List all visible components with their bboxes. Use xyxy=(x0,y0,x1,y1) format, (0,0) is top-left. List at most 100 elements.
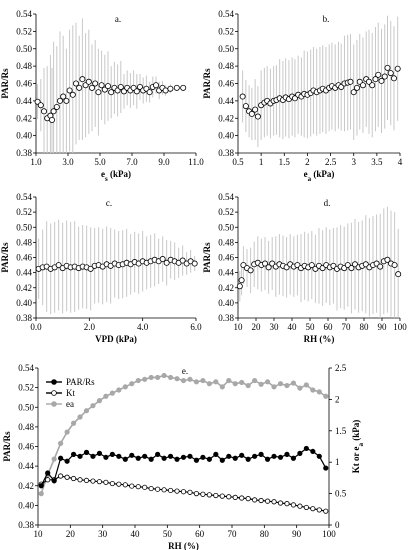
series-point-Kt xyxy=(213,492,219,499)
y-tick-label: 0.40 xyxy=(218,298,234,308)
legend-marker xyxy=(51,379,57,385)
x-tick-label: 0.0 xyxy=(30,322,42,332)
series-point-PAR-Rs xyxy=(303,445,309,452)
series-point-PAR-Rs xyxy=(135,455,141,461)
series-point-Kt xyxy=(187,489,193,495)
x-tick-label: 50 xyxy=(306,322,316,332)
y-tick-label: 0.48 xyxy=(16,61,32,71)
y-tick-label: 0.46 xyxy=(218,79,234,89)
data-point xyxy=(359,82,366,89)
data-point xyxy=(384,64,391,71)
series-point-ea xyxy=(174,376,180,382)
y-tick-label: 0.38 xyxy=(16,148,32,158)
series-point-Kt xyxy=(116,481,122,487)
series-point-Kt xyxy=(193,490,200,497)
x-tick-label: 2 xyxy=(305,157,310,167)
data-point xyxy=(55,262,62,269)
data-point xyxy=(167,85,174,92)
y-tick-label: 0.40 xyxy=(16,298,32,308)
data-point xyxy=(50,108,57,115)
series-point-PAR-Rs xyxy=(200,454,206,460)
series-point-Kt xyxy=(155,486,161,492)
series-point-Kt xyxy=(129,483,135,489)
series-point-ea xyxy=(316,389,322,395)
series-point-ea xyxy=(284,382,290,389)
x-tick-label: 80 xyxy=(260,529,270,539)
series-point-ea xyxy=(258,381,264,387)
series-point-ea xyxy=(135,377,141,384)
series-point-ea xyxy=(122,384,128,390)
series-point-PAR-Rs xyxy=(277,454,284,460)
series-point-ea xyxy=(51,456,57,462)
series-point-Kt xyxy=(226,494,232,500)
series-point-Kt xyxy=(90,478,96,484)
series-point-ea xyxy=(103,393,109,399)
series-point-PAR-Rs xyxy=(323,465,329,471)
data-point xyxy=(261,260,268,267)
y-axis-right-label: Kt or ea (kPa) xyxy=(351,420,365,474)
series-point-PAR-Rs xyxy=(103,454,109,460)
x-tick-label: 70 xyxy=(342,322,352,332)
data-point xyxy=(390,75,397,82)
series-point-Kt xyxy=(310,506,316,512)
series-point-ea xyxy=(310,387,316,393)
legend-marker xyxy=(51,390,57,396)
y-tick-label: 0.44 xyxy=(218,96,234,106)
x-tick-label: 0.5 xyxy=(232,157,244,167)
series-point-PAR-Rs xyxy=(155,451,161,457)
series-point-Kt xyxy=(239,495,245,501)
x-tick-label: 9.0 xyxy=(158,157,170,167)
data-point xyxy=(191,260,198,267)
series-point-PAR-Rs xyxy=(245,456,251,462)
series-point-ea xyxy=(77,414,83,420)
series-point-PAR-Rs xyxy=(290,455,297,461)
data-point xyxy=(98,82,105,89)
y-tick-label: 0.52 xyxy=(18,383,34,393)
y-tick-label: 0.44 xyxy=(218,268,234,278)
series-point-PAR-Rs xyxy=(316,453,322,459)
y-tick-label: 0.38 xyxy=(18,520,34,530)
y-axis-right-label-main: Kt or e xyxy=(351,446,361,473)
panel-label: c. xyxy=(106,198,112,208)
series-point-ea xyxy=(180,377,187,384)
x-tick-label: 100 xyxy=(322,529,336,539)
series-point-ea xyxy=(90,403,96,409)
data-point xyxy=(372,76,379,83)
panel-c: 0.38 0.40 0.42 0.44 0.46 0.48 0.50 0.52 0.54 0.0 2… xyxy=(0,192,202,344)
y-right-tick-label: 1 xyxy=(335,457,340,467)
series-point-Kt xyxy=(70,475,77,482)
series-point-Kt xyxy=(219,493,225,499)
series-point-Kt xyxy=(245,496,251,502)
y-tick-label: 0.50 xyxy=(218,222,234,232)
y-tick-label: 0.42 xyxy=(16,283,32,293)
x-tick-label: 3.5 xyxy=(371,157,383,167)
data-point xyxy=(391,262,398,269)
y-right-tick-label: 1.5 xyxy=(335,426,347,436)
series-point-Kt xyxy=(135,484,141,490)
series-point-ea xyxy=(219,384,225,390)
data-point xyxy=(369,82,376,89)
x-tick-label: 3 xyxy=(351,157,356,167)
series-point-ea xyxy=(245,382,251,389)
y-tick-label: 0.38 xyxy=(218,148,234,158)
y-tick-label: 0.50 xyxy=(218,44,234,54)
x-tick-label: 2.5 xyxy=(325,157,337,167)
y-tick-label: 0.52 xyxy=(16,26,32,36)
series-point-Kt xyxy=(258,497,264,504)
x-tick-label: 6.0 xyxy=(190,322,202,332)
series-point-Kt xyxy=(109,480,115,487)
series-point-PAR-Rs xyxy=(109,451,115,457)
series-point-Kt xyxy=(174,488,180,494)
y-axis-right-label-tail: (kPa) xyxy=(351,420,361,443)
data-point xyxy=(79,76,86,83)
data-point xyxy=(89,84,96,91)
x-axis-label: VPD (kPa) xyxy=(95,334,137,344)
panel-label: e. xyxy=(182,366,188,376)
series-point-Kt xyxy=(64,474,70,480)
data-point xyxy=(105,83,112,90)
y-tick-label: 0.54 xyxy=(16,9,32,19)
data-point xyxy=(159,256,166,263)
series-point-Kt xyxy=(232,494,238,500)
series-point-ea xyxy=(226,377,232,384)
y-tick-label: 0.44 xyxy=(18,461,34,471)
